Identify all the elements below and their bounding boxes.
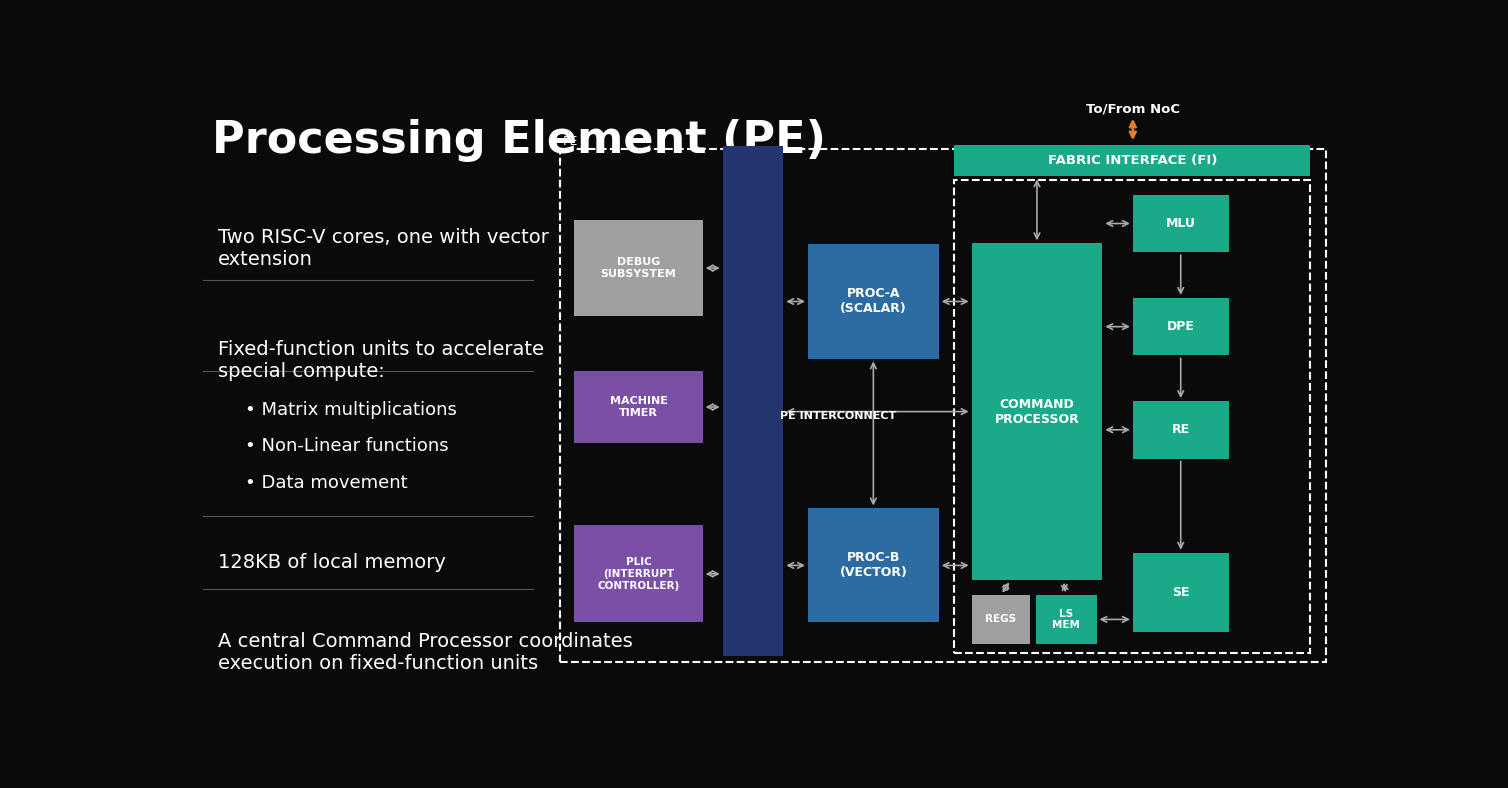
FancyBboxPatch shape	[1133, 401, 1229, 459]
FancyBboxPatch shape	[955, 145, 1310, 177]
Text: PROC-B
(VECTOR): PROC-B (VECTOR)	[840, 552, 908, 579]
FancyBboxPatch shape	[971, 243, 1102, 580]
FancyBboxPatch shape	[575, 370, 703, 444]
Text: • Data movement: • Data movement	[244, 474, 407, 492]
FancyBboxPatch shape	[808, 508, 939, 623]
Text: SE: SE	[1172, 585, 1190, 599]
Text: Fixed-function units to accelerate
special compute:: Fixed-function units to accelerate speci…	[217, 340, 544, 381]
Text: DEBUG
SUBSYSTEM: DEBUG SUBSYSTEM	[600, 258, 676, 279]
Text: REGS: REGS	[985, 615, 1016, 624]
Text: MLU: MLU	[1166, 217, 1196, 230]
Text: FABRIC INTERFACE (FI): FABRIC INTERFACE (FI)	[1048, 154, 1217, 167]
FancyBboxPatch shape	[1036, 595, 1096, 644]
FancyBboxPatch shape	[1133, 298, 1229, 355]
FancyBboxPatch shape	[1133, 195, 1229, 252]
Text: PE: PE	[562, 135, 578, 148]
Text: • Non-Linear functions: • Non-Linear functions	[244, 437, 448, 455]
Text: To/From NoC: To/From NoC	[1086, 102, 1179, 116]
Text: Processing Element (PE): Processing Element (PE)	[211, 119, 826, 162]
Text: COMMAND
PROCESSOR: COMMAND PROCESSOR	[995, 398, 1080, 426]
FancyBboxPatch shape	[971, 595, 1030, 644]
FancyBboxPatch shape	[575, 526, 703, 623]
Text: PE INTERCONNECT: PE INTERCONNECT	[780, 411, 896, 422]
Text: DPE: DPE	[1167, 320, 1194, 333]
Text: PROC-A
(SCALAR): PROC-A (SCALAR)	[840, 288, 906, 315]
Text: PLIC
(INTERRUPT
CONTROLLER): PLIC (INTERRUPT CONTROLLER)	[597, 557, 680, 590]
Text: 128KB of local memory: 128KB of local memory	[217, 552, 445, 571]
Text: RE: RE	[1172, 423, 1190, 437]
Text: A central Command Processor coordinates
execution on fixed-function units: A central Command Processor coordinates …	[217, 631, 632, 672]
FancyBboxPatch shape	[1133, 552, 1229, 631]
Text: MACHINE
TIMER: MACHINE TIMER	[609, 396, 668, 418]
Text: LS
MEM: LS MEM	[1053, 608, 1080, 630]
Text: • Matrix multiplications: • Matrix multiplications	[244, 401, 457, 419]
Text: Two RISC-V cores, one with vector
extension: Two RISC-V cores, one with vector extens…	[217, 228, 549, 269]
FancyBboxPatch shape	[722, 146, 783, 656]
FancyBboxPatch shape	[808, 244, 939, 359]
FancyBboxPatch shape	[575, 220, 703, 316]
